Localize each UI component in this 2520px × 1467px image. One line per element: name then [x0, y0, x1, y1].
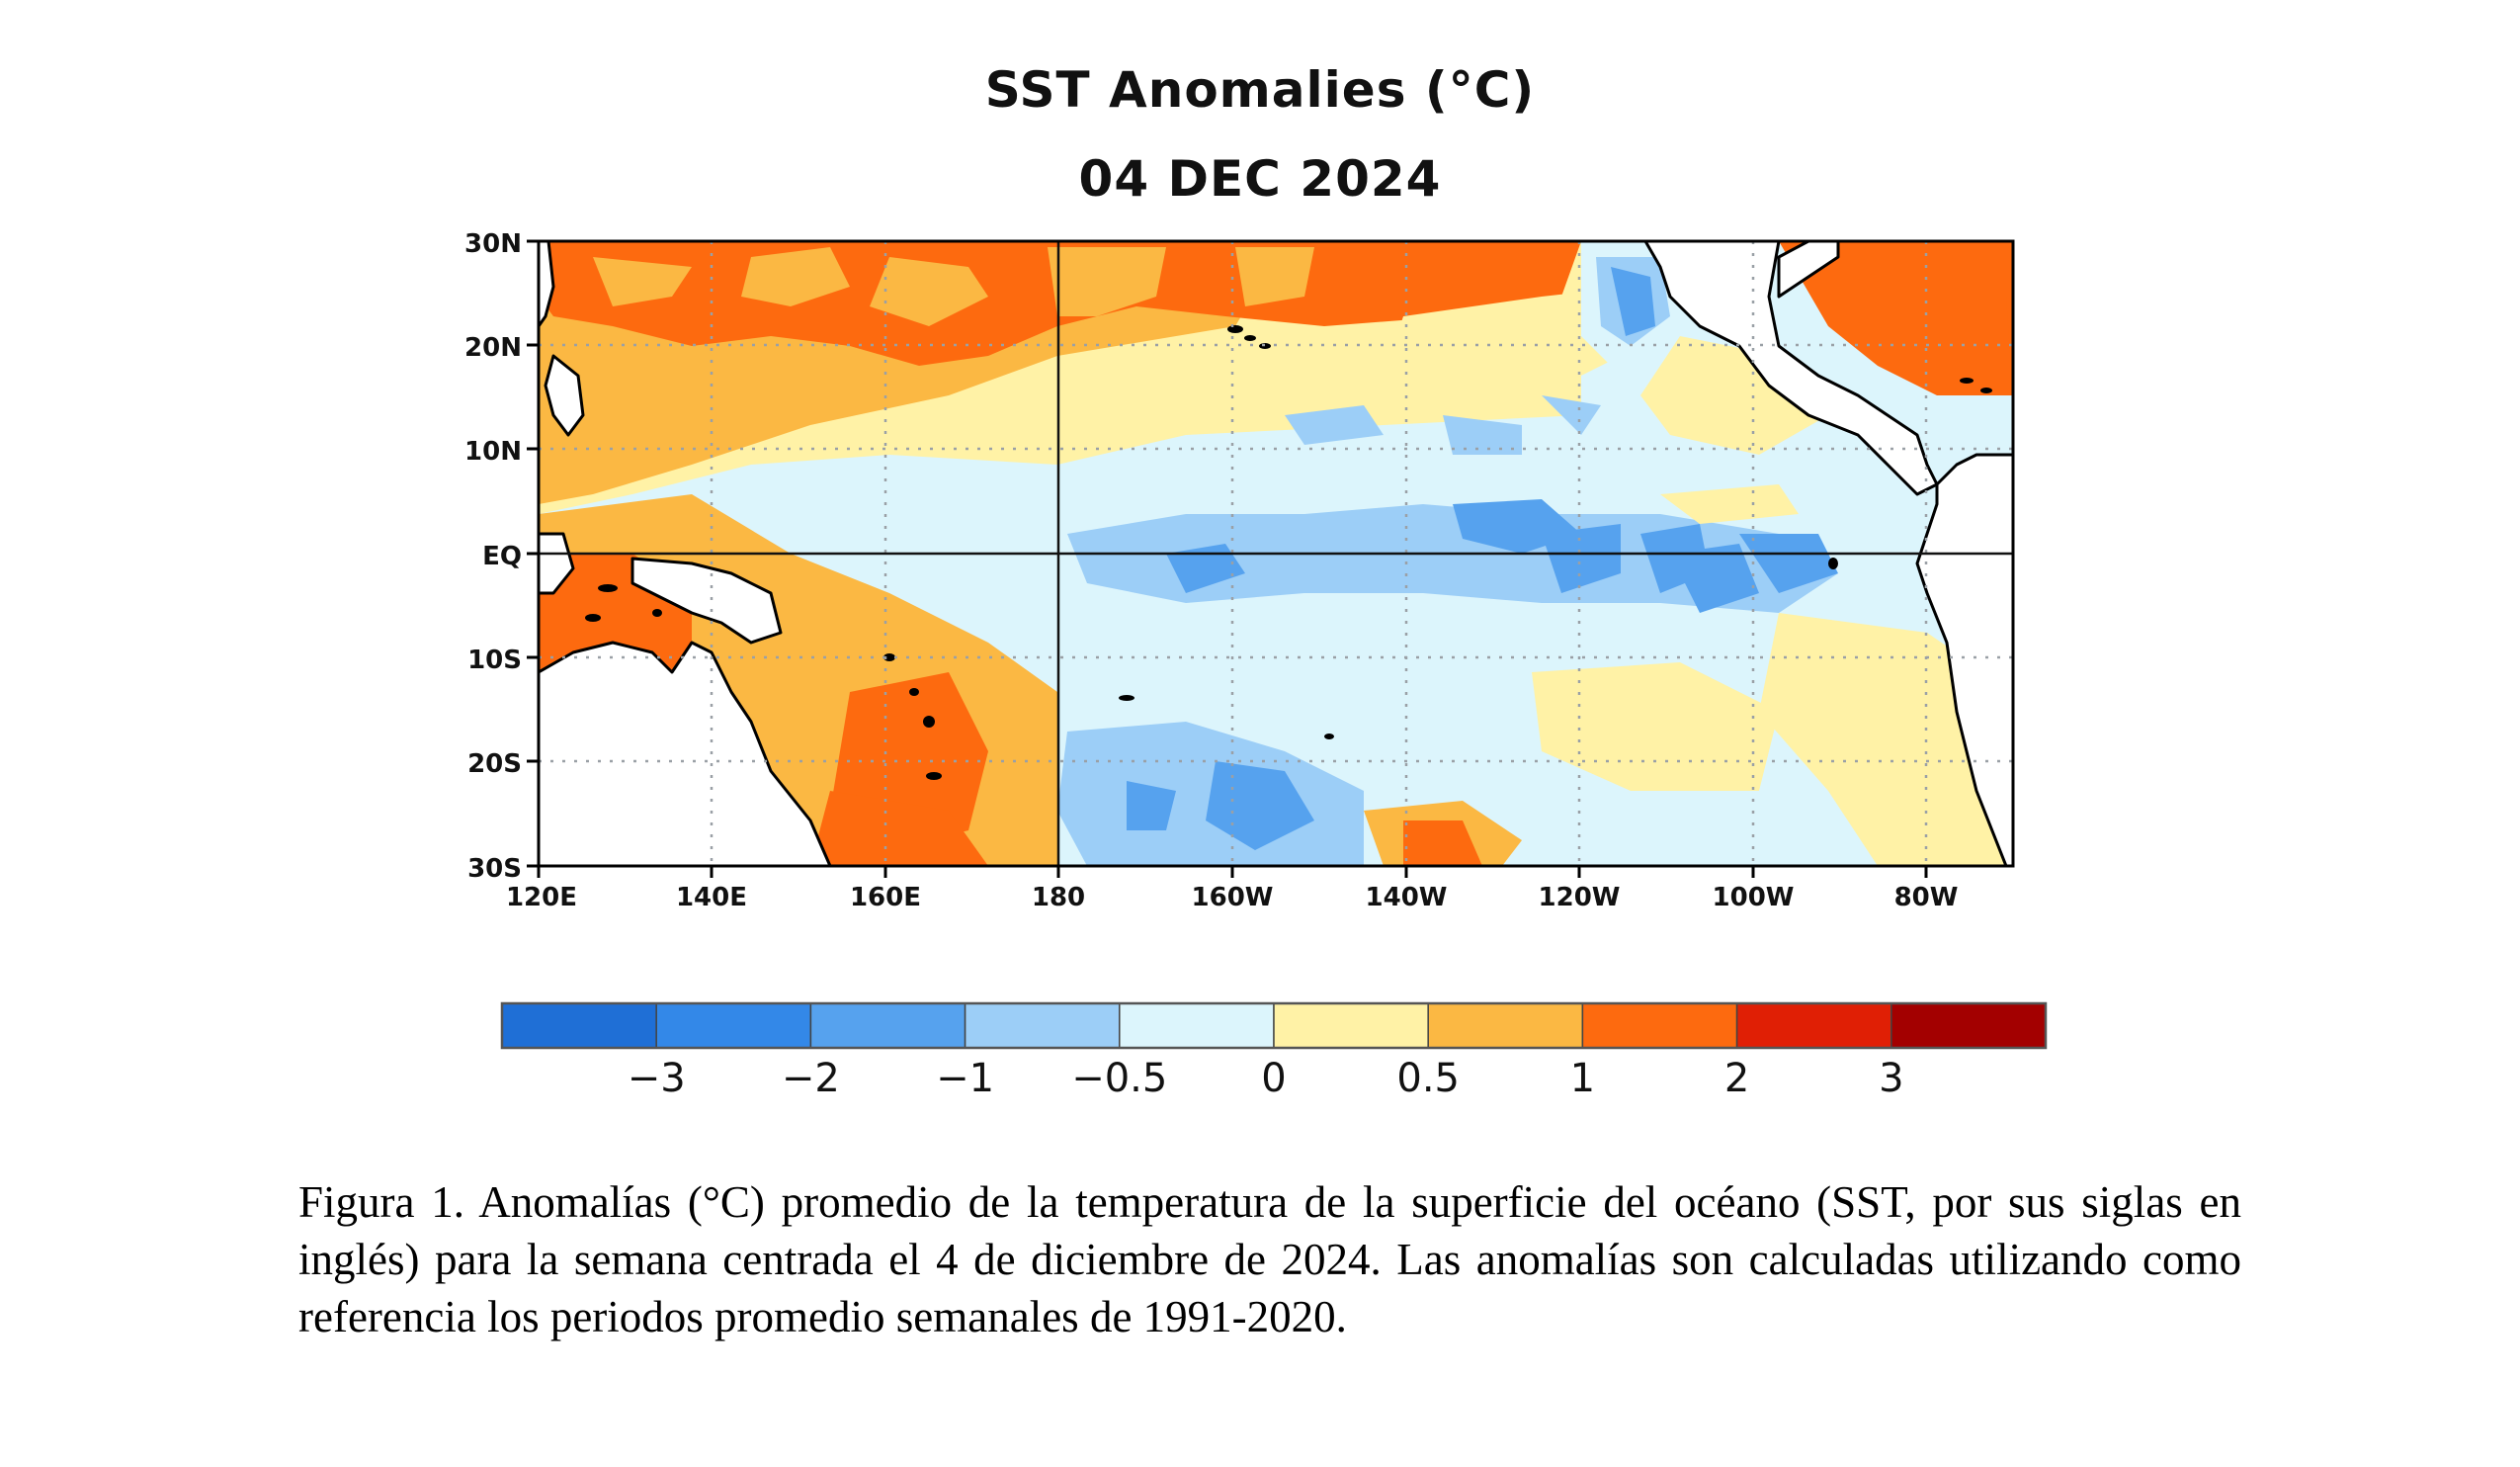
lon-label: 80W — [1894, 883, 1959, 912]
axis-ticks — [527, 239, 1928, 878]
lon-label: 160E — [850, 883, 921, 912]
colorbar-label: 2 — [1724, 1056, 1749, 1101]
colorbar-swatch — [964, 1002, 1121, 1049]
lon-label: 180 — [1032, 883, 1085, 912]
map-date: 04 DEC 2024 — [1078, 150, 1442, 208]
colorbar-label: −2 — [782, 1056, 840, 1101]
colorbar-label: 0.5 — [1396, 1056, 1460, 1101]
colorbar-label: 0 — [1261, 1056, 1286, 1101]
colorbar-label: −0.5 — [1071, 1056, 1167, 1101]
colorbar-swatch — [1119, 1002, 1275, 1049]
colorbar-swatch — [1581, 1002, 1738, 1049]
colorbar-label: 3 — [1879, 1056, 1903, 1101]
colorbar-swatch — [501, 1002, 657, 1049]
lat-label: 10S — [467, 646, 522, 675]
colorbar-swatch — [1890, 1002, 2047, 1049]
lat-tick-labels: 30N 20N 10N EQ 10S 20S 30S — [464, 229, 522, 884]
colorbar-swatch — [1273, 1002, 1429, 1049]
colorbar-swatch — [1735, 1002, 1892, 1049]
lon-tick-labels: 120E 140E 160E 180 160W 140W 120W 100W 8… — [506, 883, 1958, 912]
figure-caption: Figura 1. Anomalías (°C) promedio de la … — [298, 1177, 2241, 1341]
lat-label: 30N — [464, 229, 522, 259]
colorbar-label: −3 — [628, 1056, 686, 1101]
lat-label: 20N — [464, 333, 522, 363]
lat-label: 30S — [467, 854, 522, 884]
colorbar-swatch — [809, 1002, 966, 1049]
lon-label: 140E — [676, 883, 747, 912]
colorbar-swatch — [1427, 1002, 1584, 1049]
colorbar-label: −1 — [936, 1056, 994, 1101]
lon-label: 120W — [1539, 883, 1621, 912]
islands — [585, 325, 1992, 780]
colorbar-swatch — [655, 1002, 812, 1049]
equator-dateline — [539, 241, 2013, 866]
lon-label: 140W — [1366, 883, 1448, 912]
map-title: SST Anomalies (°C) — [984, 61, 1536, 119]
lat-label: 10N — [464, 437, 522, 467]
lon-label: 160W — [1192, 883, 1274, 912]
lat-label: EQ — [482, 542, 522, 571]
graticule — [539, 241, 2013, 866]
colorbar-label: 1 — [1570, 1056, 1595, 1101]
lat-label: 20S — [467, 749, 522, 779]
land-masses — [539, 241, 2013, 866]
lon-label: 100W — [1713, 883, 1795, 912]
lon-label: 120E — [506, 883, 577, 912]
colorbar: −3 −2 −1 −0.5 0 0.5 1 2 3 — [500, 1001, 2048, 1101]
